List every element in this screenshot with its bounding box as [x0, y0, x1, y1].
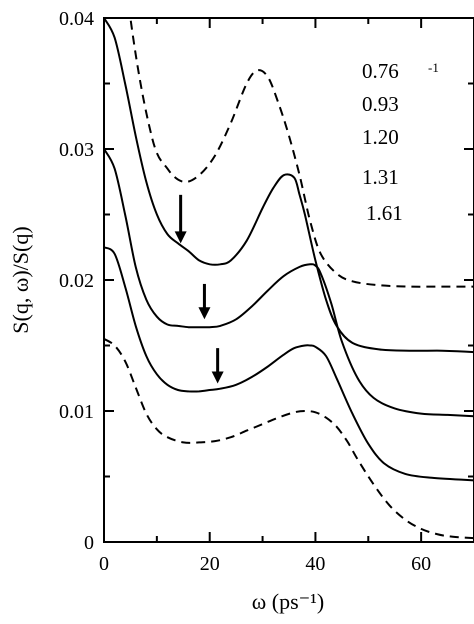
series-line-3	[104, 148, 474, 418]
x-tick-label: 20	[200, 553, 220, 575]
y-tick-label: 0.02	[59, 270, 94, 292]
series-line-4	[104, 246, 474, 482]
legend-value-1: 0.76	[362, 59, 399, 83]
y-axis-label: S(q, ω)/S(q)	[8, 226, 33, 333]
arrow-marker-3	[211, 348, 224, 384]
x-tick-label: 40	[305, 553, 325, 575]
series-line-1	[129, 18, 474, 288]
x-tick-label: 0	[99, 553, 109, 575]
series-line-5	[104, 338, 474, 540]
legend-value-2: 0.93	[362, 92, 399, 116]
series-layer	[104, 18, 474, 540]
legend-superscript: -1	[428, 60, 439, 75]
axes-layer: 0 20 40 60 0 0.01 0.02 0.03 0.04	[59, 8, 474, 575]
y-tick-label: 0.01	[59, 401, 94, 423]
legend-value-4: 1.31	[362, 165, 399, 189]
plot-frame	[103, 17, 474, 543]
arrow-layer	[174, 194, 224, 384]
arrow-marker-1	[174, 194, 187, 244]
x-tick-label: 60	[411, 553, 431, 575]
y-tick-label: 0.03	[59, 139, 94, 161]
legend-value-3: 1.20	[362, 125, 399, 149]
legend-layer: 0.76 0.93 1.20 1.31 1.61	[362, 59, 403, 225]
arrow-marker-2	[198, 283, 211, 320]
series-line-2	[104, 18, 474, 354]
legend-value-5: 1.61	[366, 201, 403, 225]
x-axis-label: ω (ps⁻¹)	[252, 589, 324, 614]
y-tick-label: 0	[84, 532, 94, 554]
y-tick-label: 0.04	[59, 8, 94, 30]
